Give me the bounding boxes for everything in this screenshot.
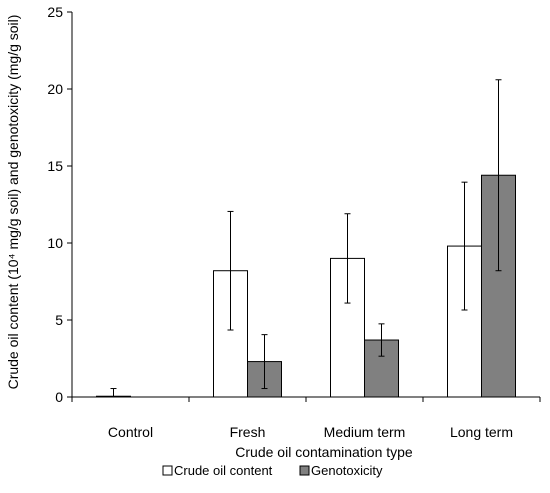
y-tick-label: 10 bbox=[47, 235, 63, 251]
x-axis-title: Crude oil contamination type bbox=[235, 444, 413, 460]
x-categories: Control Fresh Medium term Long term bbox=[71, 397, 541, 440]
legend-label: Crude oil content bbox=[174, 463, 273, 478]
legend-swatch-genotoxicity bbox=[299, 465, 310, 476]
y-ticks: 0 5 10 15 20 25 bbox=[47, 4, 72, 405]
x-category-label: Control bbox=[108, 424, 153, 440]
y-tick-label: 25 bbox=[47, 4, 63, 20]
bars-layer bbox=[96, 174, 516, 398]
legend-swatch-crude-oil-content bbox=[162, 465, 173, 476]
y-tick-label: 0 bbox=[55, 389, 63, 405]
legend-label: Genotoxicity bbox=[311, 463, 383, 478]
x-category-label: Fresh bbox=[230, 424, 266, 440]
legend: Crude oil content Genotoxicity bbox=[162, 463, 383, 478]
y-tick-label: 20 bbox=[47, 81, 63, 97]
error-bars-layer bbox=[110, 79, 502, 398]
bar-crude-oil-content-fresh bbox=[213, 270, 248, 398]
y-tick-label: 15 bbox=[47, 158, 63, 174]
x-category-label: Medium term bbox=[324, 424, 406, 440]
y-tick-label: 5 bbox=[55, 312, 63, 328]
x-category-label: Long term bbox=[450, 424, 513, 440]
y-axis-title: Crude oil content (10⁴ mg/g soil) and ge… bbox=[5, 15, 21, 390]
